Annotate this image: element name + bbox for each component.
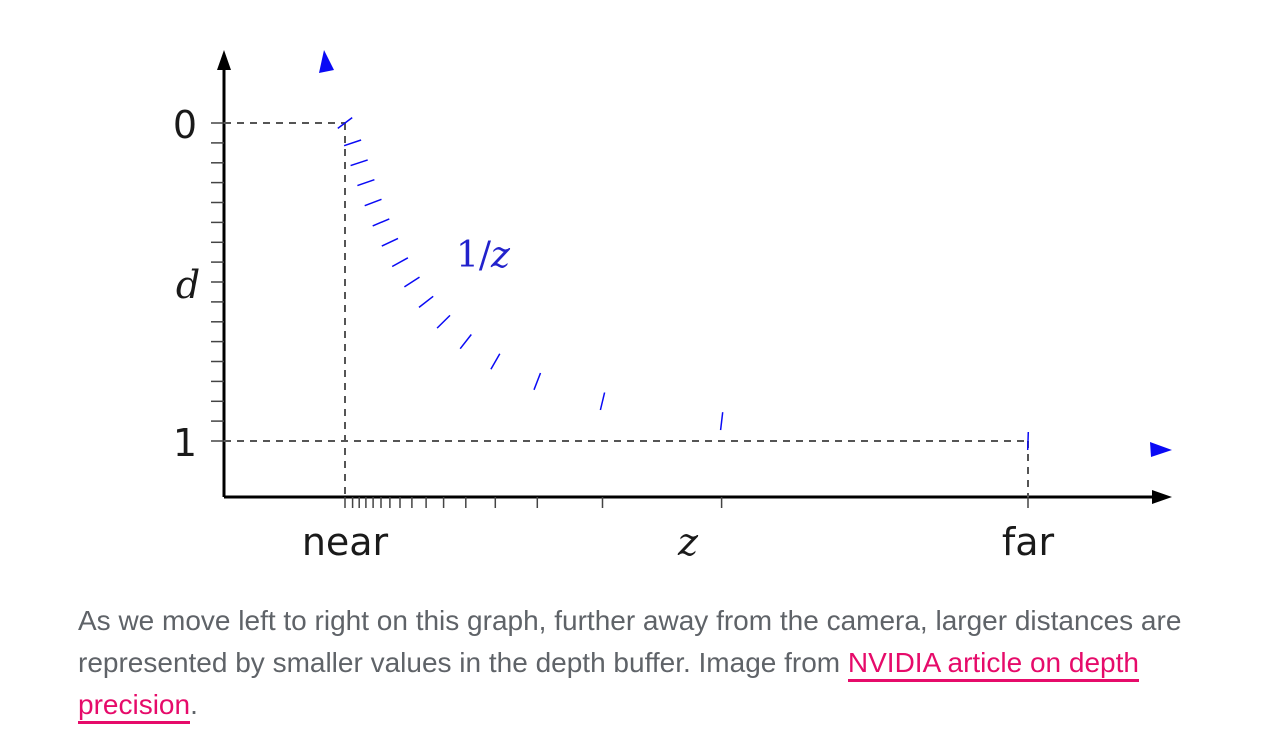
caption-end: . [190, 689, 198, 720]
curve-arrow-up-icon [319, 50, 334, 73]
nvidia-article-link[interactable]: NVIDIA article on depth precision [78, 647, 1139, 724]
y-axis-arrow-icon [217, 50, 231, 70]
curve-tick [357, 178, 375, 187]
figure-caption: As we move left to right on this graph, … [78, 600, 1248, 726]
series-label-text: 1/ [456, 235, 492, 276]
curve-tick [391, 257, 409, 268]
curve-tick [350, 159, 368, 167]
y-tick-label-1: 1 [173, 421, 197, 465]
series-label: 1/z [456, 235, 511, 276]
y-tick-label-0: 0 [173, 103, 197, 147]
curve-tick [381, 237, 399, 247]
curve-tick [372, 218, 390, 227]
curve-tick [533, 372, 542, 391]
curve-tick [343, 139, 362, 147]
curve-tick [337, 116, 353, 129]
x-axis-arrow-icon [1152, 490, 1172, 504]
curve-tick [599, 392, 606, 411]
y-axis-minor-ticks [211, 122, 224, 442]
x-tick-label-far: far [1002, 520, 1055, 564]
depth-precision-chart: 0 1 d near z far 1/z [0, 0, 1172, 564]
curve-tick [459, 334, 472, 350]
curve-arrow-right-icon [1150, 442, 1172, 457]
curve-tick [403, 276, 420, 288]
x-axis-ticks [344, 497, 1029, 508]
x-axis-label: z [677, 520, 699, 564]
curve-sample-ticks [337, 116, 1030, 451]
curve-tick [418, 295, 434, 308]
curve-tick [490, 353, 501, 370]
curve-tick [719, 412, 724, 431]
x-tick-label-near: near [302, 520, 389, 564]
chart-svg: 0 1 d near z far 1/z [0, 0, 1172, 564]
curve-tick [436, 314, 451, 329]
caption-text: As we move left to right on this graph, … [78, 605, 1182, 678]
y-axis-label: d [176, 263, 200, 307]
series-label-variable: z [490, 235, 511, 276]
curve-tick [364, 198, 382, 207]
curve-tick [1026, 431, 1030, 451]
